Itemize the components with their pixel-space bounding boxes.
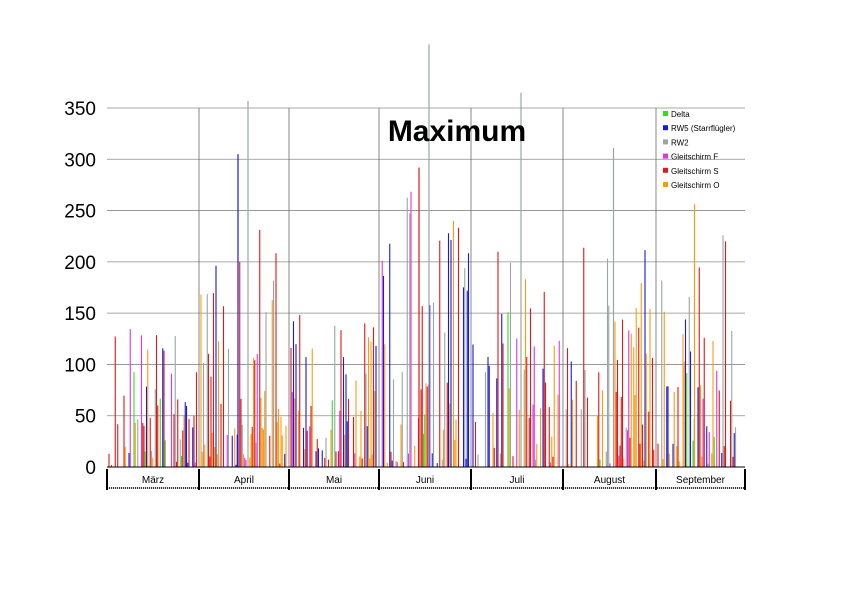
legend-entry: RW2 bbox=[671, 138, 689, 147]
legend-swatch bbox=[663, 125, 668, 131]
month-labels: März April Mai Juni Juli August September bbox=[142, 475, 726, 486]
month-label: August bbox=[594, 475, 625, 486]
legend-entry: Gleitschirm S bbox=[671, 167, 719, 176]
legend-entry: Delta bbox=[671, 110, 690, 119]
y-tick-label: 300 bbox=[64, 150, 96, 171]
legend-entry: Gleitschirm O bbox=[671, 181, 719, 190]
bars bbox=[108, 44, 737, 467]
legend: Delta RW5 (Starrflügler) RW2 Gleitschirm F G… bbox=[663, 110, 736, 190]
legend-swatch bbox=[663, 139, 668, 145]
y-tick-label: 100 bbox=[64, 355, 96, 376]
legend-entry: Gleitschirm F bbox=[671, 153, 718, 162]
y-axis-ticks: 0 50 100 150 200 250 300 350 bbox=[64, 99, 96, 479]
y-tick-label: 250 bbox=[64, 202, 96, 223]
month-label: Juli bbox=[509, 475, 524, 486]
legend-swatch bbox=[663, 153, 668, 159]
y-tick-label: 200 bbox=[64, 253, 96, 274]
y-tick-label: 0 bbox=[85, 458, 96, 479]
chart-title: Maximum bbox=[388, 115, 526, 148]
grid bbox=[107, 107, 745, 417]
legend-swatch bbox=[663, 167, 668, 173]
month-label: März bbox=[142, 475, 164, 486]
y-tick-label: 150 bbox=[64, 304, 96, 325]
month-separators bbox=[198, 108, 657, 467]
axis bbox=[106, 466, 746, 490]
month-label: September bbox=[676, 475, 726, 486]
y-tick-label: 50 bbox=[75, 407, 96, 428]
legend-swatch bbox=[663, 111, 668, 116]
month-label: April bbox=[234, 475, 254, 486]
month-label: Mai bbox=[326, 475, 342, 486]
month-label: Juni bbox=[416, 475, 434, 486]
legend-swatch bbox=[663, 182, 668, 187]
y-tick-label: 350 bbox=[64, 99, 96, 120]
legend-entry: RW5 (Starrflügler) bbox=[671, 124, 736, 133]
